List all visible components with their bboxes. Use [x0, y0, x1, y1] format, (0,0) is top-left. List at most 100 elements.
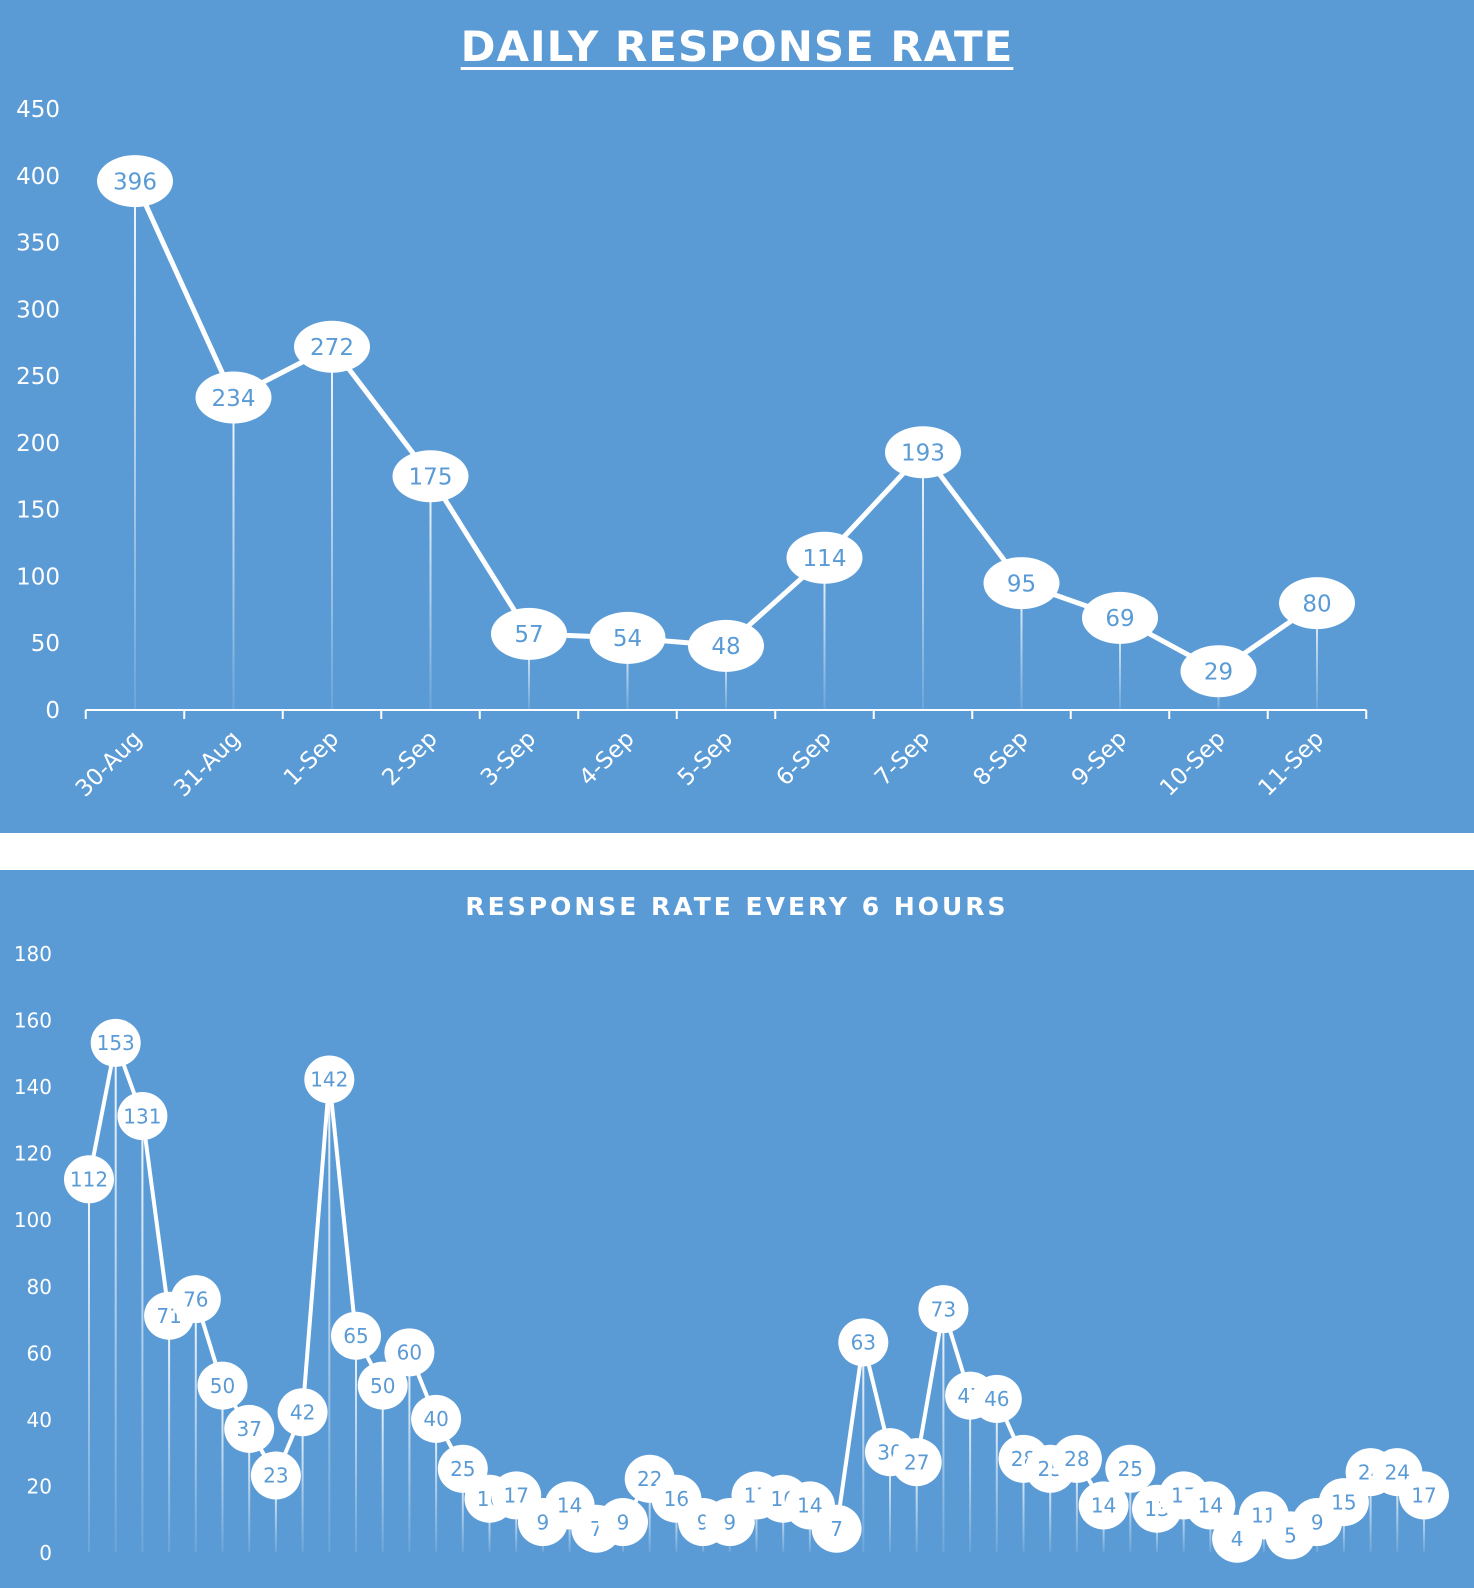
data-label-bubble	[197, 1361, 248, 1410]
daily-chart-title-text: DAILY RESPONSE RATE	[460, 22, 1014, 71]
drop-line	[1075, 1458, 1078, 1552]
data-label: 14	[1198, 1494, 1223, 1518]
data-label: 193	[901, 441, 945, 467]
y-tick-label: 200	[16, 431, 60, 457]
drop-line	[355, 1335, 357, 1552]
data-label-bubble	[195, 371, 272, 424]
y-tick-label: 0	[39, 1541, 52, 1565]
data-label: 23	[263, 1464, 288, 1488]
drop-line	[1316, 603, 1318, 710]
drop-line	[1119, 617, 1121, 710]
drop-line	[461, 1468, 464, 1552]
data-label: 54	[613, 626, 642, 652]
data-label: 153	[97, 1031, 135, 1055]
drop-line	[141, 1116, 144, 1552]
drop-line	[823, 557, 826, 710]
x-tick-label: 31-Aug	[169, 726, 245, 802]
data-label: 46	[984, 1387, 1009, 1411]
y-tick-label: 60	[27, 1341, 52, 1365]
drop-line	[1129, 1468, 1132, 1552]
data-label-bubble	[1279, 577, 1355, 630]
data-label-bubble	[392, 450, 469, 503]
drop-line	[1022, 1458, 1025, 1552]
data-label-bubble	[277, 1388, 328, 1437]
drop-line	[1342, 1502, 1345, 1552]
drop-line	[626, 637, 629, 710]
data-label: 76	[183, 1287, 208, 1311]
y-tick-label: 40	[27, 1408, 52, 1432]
x-tick-label: 6-Sep	[771, 726, 836, 791]
drop-line	[862, 1342, 865, 1552]
drop-line	[429, 476, 432, 710]
drop-line	[488, 1498, 491, 1552]
data-label: 15	[1331, 1490, 1356, 1514]
drop-line	[1049, 1468, 1052, 1552]
drop-line	[725, 645, 727, 710]
x-tick-label: 1-Sep	[279, 726, 344, 791]
x-tick-label: 10-Sep	[1155, 726, 1231, 802]
data-label-bubble	[983, 557, 1060, 610]
data-label-bubble	[971, 1374, 1022, 1423]
y-tick-label: 150	[16, 498, 60, 524]
data-label-bubble	[885, 426, 961, 479]
daily-chart-panel: DAILY RESPONSE RATE 0 50 100 150 200 250 300 35…	[0, 0, 1474, 833]
x-tick-label: 11-Sep	[1254, 726, 1330, 802]
y-tick-label: 0	[45, 698, 60, 724]
drop-line	[995, 1398, 998, 1552]
daily-chart-svg: 0 50 100 150 200 250 300 350 400 450 396 234 272 175 5…	[16, 97, 1368, 802]
drop-line	[232, 397, 235, 710]
y-tick-label: 250	[16, 364, 60, 390]
data-label-bubble	[331, 1311, 381, 1360]
daily-chart-title: DAILY RESPONSE RATE	[0, 22, 1474, 71]
y-tick-label: 160	[14, 1009, 52, 1033]
data-label: 142	[310, 1068, 348, 1092]
data-label-bubble	[589, 611, 666, 664]
drop-line	[889, 1452, 891, 1552]
y-tick-label: 20	[27, 1474, 52, 1498]
data-label-bubble	[97, 155, 173, 208]
data-label: 131	[123, 1104, 161, 1128]
drop-line	[969, 1395, 972, 1552]
data-label: 48	[711, 634, 740, 660]
hourly-chart-title: RESPONSE RATE EVERY 6 HOURS	[465, 892, 1009, 921]
data-label: 37	[236, 1417, 261, 1441]
drop-line	[248, 1428, 251, 1552]
data-label: 42	[290, 1400, 315, 1424]
data-label: 60	[397, 1341, 422, 1365]
drop-line	[515, 1495, 518, 1552]
drop-line	[221, 1385, 224, 1552]
data-label-bubble	[1082, 591, 1158, 644]
drop-line	[675, 1498, 678, 1552]
drop-line	[1182, 1495, 1185, 1552]
y-tick-label: 140	[14, 1075, 52, 1099]
data-label: 9	[1311, 1510, 1324, 1534]
data-label: 80	[1302, 591, 1331, 617]
data-label: 25	[1118, 1457, 1143, 1481]
data-label: 17	[1411, 1484, 1436, 1508]
data-label-bubble	[90, 1018, 141, 1067]
data-label-bubble	[117, 1092, 168, 1141]
x-tick-label: 4-Sep	[574, 726, 639, 791]
data-label: 50	[370, 1374, 395, 1398]
data-label: 175	[409, 465, 453, 491]
data-label-bubble	[304, 1055, 355, 1104]
data-label: 9	[537, 1510, 550, 1534]
y-tick-label: 100	[16, 564, 60, 590]
drop-line	[1396, 1472, 1399, 1552]
y-tick-label: 300	[16, 297, 60, 323]
x-tick-label: 3-Sep	[476, 726, 541, 791]
data-label-bubble	[891, 1438, 942, 1487]
x-tick-label: 30-Aug	[71, 726, 147, 802]
data-label: 27	[904, 1450, 929, 1474]
data-label: 57	[514, 622, 543, 648]
data-label: 50	[210, 1374, 235, 1398]
drop-line	[134, 181, 136, 710]
data-label: 4	[1231, 1527, 1244, 1551]
drop-line	[301, 1412, 304, 1552]
y-tick-label: 50	[31, 631, 60, 657]
data-label: 234	[212, 386, 256, 412]
data-label-bubble	[250, 1451, 301, 1500]
drop-line	[114, 1042, 117, 1552]
data-label-bubble	[357, 1361, 408, 1410]
data-label: 73	[931, 1297, 956, 1321]
